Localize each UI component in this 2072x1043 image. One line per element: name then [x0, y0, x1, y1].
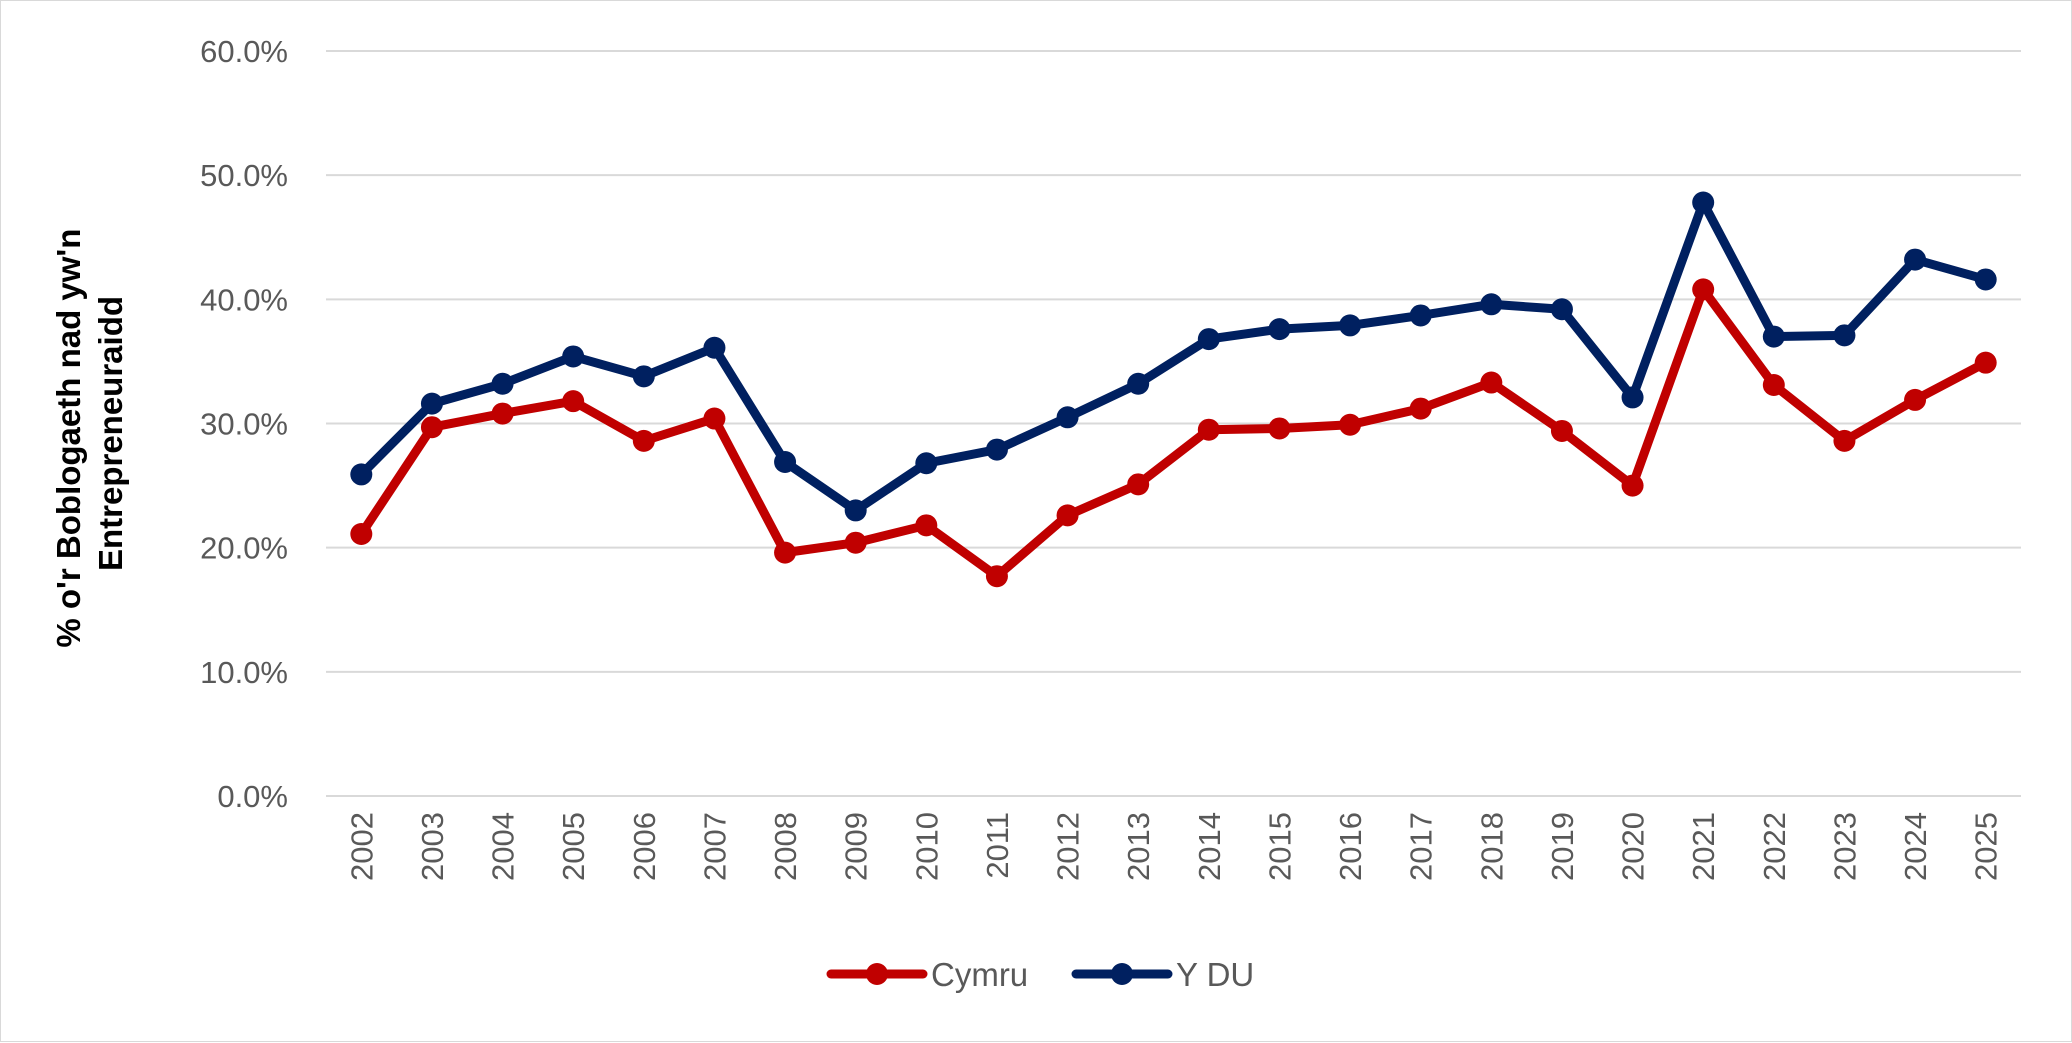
x-tick-label: 2015 — [1262, 812, 1297, 881]
x-tick-label: 2017 — [1404, 812, 1439, 881]
data-point — [1268, 417, 1291, 440]
y-axis-ticks: 0.0% 10.0% 20.0% 30.0% 40.0% 50.0% 60.0% — [200, 34, 288, 814]
x-tick-label: 2014 — [1192, 812, 1227, 881]
data-point — [562, 345, 585, 368]
data-point — [1268, 318, 1291, 341]
data-point — [985, 565, 1008, 588]
data-point — [703, 407, 726, 430]
x-axis-ticks: 2002 2003 2004 2005 2006 2007 2008 2009 2010 2011… — [344, 812, 2003, 881]
data-point — [562, 390, 585, 413]
y-tick-label: 10.0% — [200, 655, 288, 690]
data-point — [1974, 351, 1997, 374]
data-point — [1409, 304, 1432, 327]
x-tick-label: 2012 — [1051, 812, 1086, 881]
y-tick-label: 50.0% — [200, 158, 288, 193]
data-point — [420, 416, 443, 439]
data-point — [1621, 386, 1644, 409]
legend-item: Cymru — [826, 956, 1028, 993]
legend-label: Cymru — [931, 956, 1028, 993]
gridlines — [326, 50, 2021, 797]
data-point — [420, 392, 443, 415]
series-y-du — [350, 191, 1997, 522]
x-tick-label: 2004 — [486, 812, 521, 881]
series-lines — [350, 191, 1997, 588]
x-tick-label: 2022 — [1757, 812, 1792, 881]
y-axis-label-line-1: % o'r Boblogaeth nad yw'n — [50, 229, 87, 648]
y-tick-label: 40.0% — [200, 282, 288, 317]
x-tick-label: 2021 — [1686, 812, 1721, 881]
y-tick-label: 30.0% — [200, 407, 288, 442]
series-line — [356, 197, 1991, 515]
data-point — [1056, 504, 1079, 527]
data-point — [703, 336, 726, 359]
x-tick-label: 2024 — [1898, 812, 1933, 881]
data-point — [1621, 474, 1644, 497]
x-tick-label: 2007 — [697, 812, 732, 881]
legend: Cymru Y DU — [826, 956, 1254, 993]
data-point — [491, 402, 514, 425]
x-tick-label: 2020 — [1616, 812, 1651, 881]
x-tick-label: 2023 — [1827, 812, 1862, 881]
data-point — [1833, 324, 1856, 347]
x-tick-label: 2006 — [627, 812, 662, 881]
y-tick-label: 0.0% — [217, 779, 288, 814]
data-point — [1550, 298, 1573, 321]
data-point — [1904, 248, 1927, 271]
y-axis-label-line-2: Entrepreneuraidd — [92, 296, 129, 571]
x-tick-label: 2009 — [839, 812, 874, 881]
data-point — [1692, 278, 1715, 301]
data-point — [985, 438, 1008, 461]
data-point — [632, 429, 655, 452]
data-point — [1339, 413, 1362, 436]
data-point — [774, 450, 797, 473]
series-cymru — [350, 278, 1997, 588]
x-tick-label: 2008 — [768, 812, 803, 881]
data-point — [1197, 328, 1220, 351]
series-line — [356, 284, 1991, 581]
x-tick-label: 2003 — [415, 812, 450, 881]
x-tick-label: 2018 — [1474, 812, 1509, 881]
data-point — [1056, 406, 1079, 429]
x-tick-label: 2002 — [344, 812, 379, 881]
x-tick-label: 2013 — [1121, 812, 1156, 881]
y-tick-label: 60.0% — [200, 34, 288, 69]
data-point — [350, 523, 373, 546]
data-point — [1409, 397, 1432, 420]
data-point — [1974, 268, 1997, 291]
data-point — [491, 372, 514, 395]
x-tick-label: 2016 — [1333, 812, 1368, 881]
data-point — [1480, 293, 1503, 316]
legend-swatch-marker — [866, 963, 888, 985]
data-point — [844, 499, 867, 522]
data-point — [1197, 418, 1220, 441]
x-tick-label: 2011 — [980, 812, 1015, 879]
x-tick-label: 2025 — [1969, 812, 2004, 881]
legend-item: Y DU — [1071, 956, 1254, 993]
legend-label: Y DU — [1176, 956, 1254, 993]
data-point — [1762, 325, 1785, 348]
data-point — [1762, 374, 1785, 397]
data-point — [1127, 372, 1150, 395]
data-point — [350, 463, 373, 486]
y-axis-label: % o'r Boblogaeth nad yw'n Entrepreneurai… — [50, 219, 129, 647]
data-point — [1480, 371, 1503, 394]
data-point — [1550, 419, 1573, 442]
x-tick-label: 2005 — [556, 812, 591, 881]
y-tick-label: 20.0% — [200, 531, 288, 566]
data-point — [774, 541, 797, 564]
data-point — [915, 452, 938, 475]
x-tick-label: 2019 — [1545, 812, 1580, 881]
data-point — [1692, 191, 1715, 214]
data-point — [632, 365, 655, 388]
x-tick-label: 2010 — [909, 812, 944, 881]
data-point — [1904, 388, 1927, 411]
data-point — [915, 514, 938, 537]
legend-swatch-marker — [1111, 963, 1133, 985]
data-point — [1339, 314, 1362, 337]
data-point — [1833, 429, 1856, 452]
data-point — [844, 531, 867, 554]
data-point — [1127, 473, 1150, 496]
